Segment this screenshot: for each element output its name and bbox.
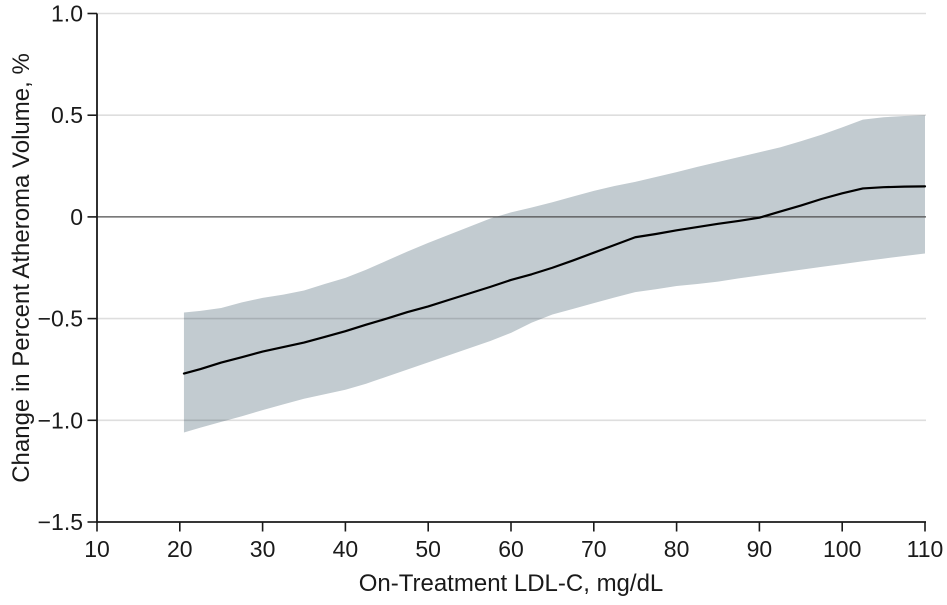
confidence-band	[183, 115, 925, 433]
fitted-line	[182, 185, 927, 375]
plot-area: 10 20 30 40 50 60 70 80 90 100 110 1.0 0.5 0 −0.5 −1.0 −…	[38, 1, 944, 563]
x-tick-label: 30	[250, 536, 276, 562]
x-tick-label: 60	[498, 536, 524, 562]
y-tick-label: 0	[70, 204, 83, 230]
x-axis-title: On-Treatment LDL-C, mg/dL	[359, 570, 664, 597]
y-tick-label: −1.5	[38, 509, 83, 535]
y-tick-label: 1.0	[51, 1, 83, 27]
x-tick-label: 10	[84, 536, 110, 562]
y-tick-label: −0.5	[38, 306, 83, 332]
x-tick-label: 20	[167, 536, 193, 562]
x-tick-label: 110	[907, 536, 944, 562]
y-tick-label: 0.5	[51, 102, 83, 128]
x-tick-label: 100	[823, 536, 861, 562]
x-tick-label: 40	[333, 536, 359, 562]
x-tick-label: 80	[664, 536, 690, 562]
y-tick-label: −1.0	[38, 407, 83, 433]
y-axis-title: Change in Percent Atheroma Volume, %	[8, 53, 35, 483]
x-tick-label: 70	[581, 536, 607, 562]
x-tick-label: 90	[747, 536, 773, 562]
x-tick-label: 50	[415, 536, 441, 562]
